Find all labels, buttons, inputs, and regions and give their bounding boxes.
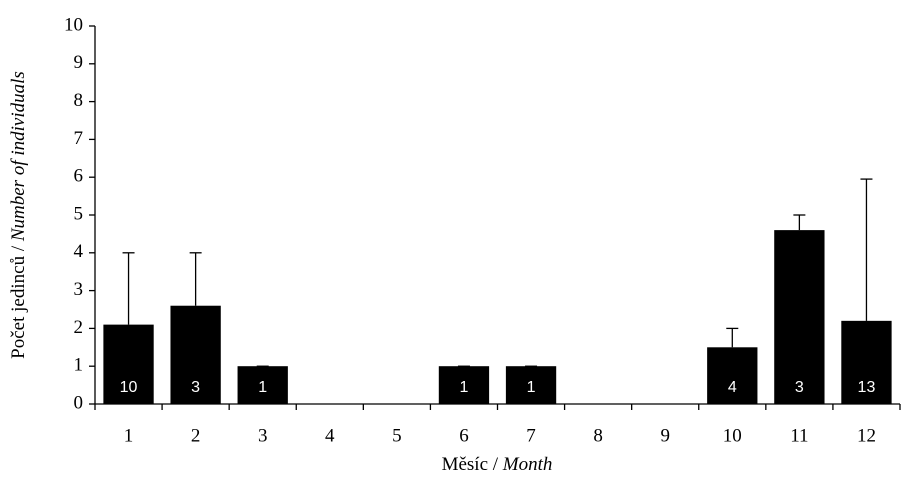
- sample-size-label: 10: [120, 379, 138, 396]
- x-tick-label: 6: [459, 425, 469, 446]
- x-tick-label: 2: [191, 425, 201, 446]
- bar: [774, 230, 825, 404]
- sample-size-label: 4: [728, 379, 737, 396]
- x-tick-label: 1: [124, 425, 134, 446]
- sample-size-label: 1: [460, 379, 469, 396]
- bar: [438, 366, 490, 404]
- sample-size-label: 3: [795, 379, 804, 396]
- y-tick-label: 3: [74, 279, 84, 300]
- bar: [237, 366, 288, 404]
- y-axis-label: Počet jedinců / Number of individuals: [8, 71, 29, 359]
- sample-size-label: 1: [258, 379, 267, 396]
- x-tick-label: 12: [857, 425, 876, 446]
- bar: [707, 347, 758, 404]
- x-tick-label: 5: [392, 425, 402, 446]
- x-tick-label: 3: [258, 425, 268, 446]
- x-tick-label: 11: [790, 425, 808, 446]
- y-tick-label: 6: [74, 166, 84, 187]
- bar: [170, 305, 221, 404]
- x-tick-label: 4: [325, 425, 335, 446]
- y-tick-label: 2: [74, 317, 84, 338]
- x-axis-label-en: Month: [502, 454, 553, 475]
- sample-size-label: 13: [858, 379, 876, 396]
- sample-size-label: 3: [191, 379, 200, 396]
- bar: [841, 320, 892, 404]
- y-axis-label-en: Number of individuals: [8, 71, 29, 242]
- y-tick-label: 10: [64, 14, 83, 35]
- x-axis-label-cz: Měsíc /: [442, 454, 499, 475]
- x-tick-label: 9: [660, 425, 670, 446]
- y-axis-label-cz: Počet jedinců /: [8, 245, 29, 359]
- y-tick-label: 4: [74, 241, 84, 262]
- x-tick-label: 8: [593, 425, 603, 446]
- bar: [505, 366, 557, 404]
- y-tick-label: 9: [74, 52, 84, 73]
- x-tick-label: 10: [723, 425, 742, 446]
- x-tick-label: 7: [526, 425, 536, 446]
- y-tick-label: 1: [74, 355, 84, 376]
- y-tick-label: 8: [74, 90, 84, 111]
- y-tick-label: 5: [74, 203, 84, 224]
- y-tick-label: 7: [74, 128, 84, 149]
- bar: [103, 324, 154, 404]
- x-axis-label: Měsíc / Month: [442, 454, 553, 475]
- sample-size-label: 1: [527, 379, 536, 396]
- y-tick-label: 0: [74, 392, 84, 413]
